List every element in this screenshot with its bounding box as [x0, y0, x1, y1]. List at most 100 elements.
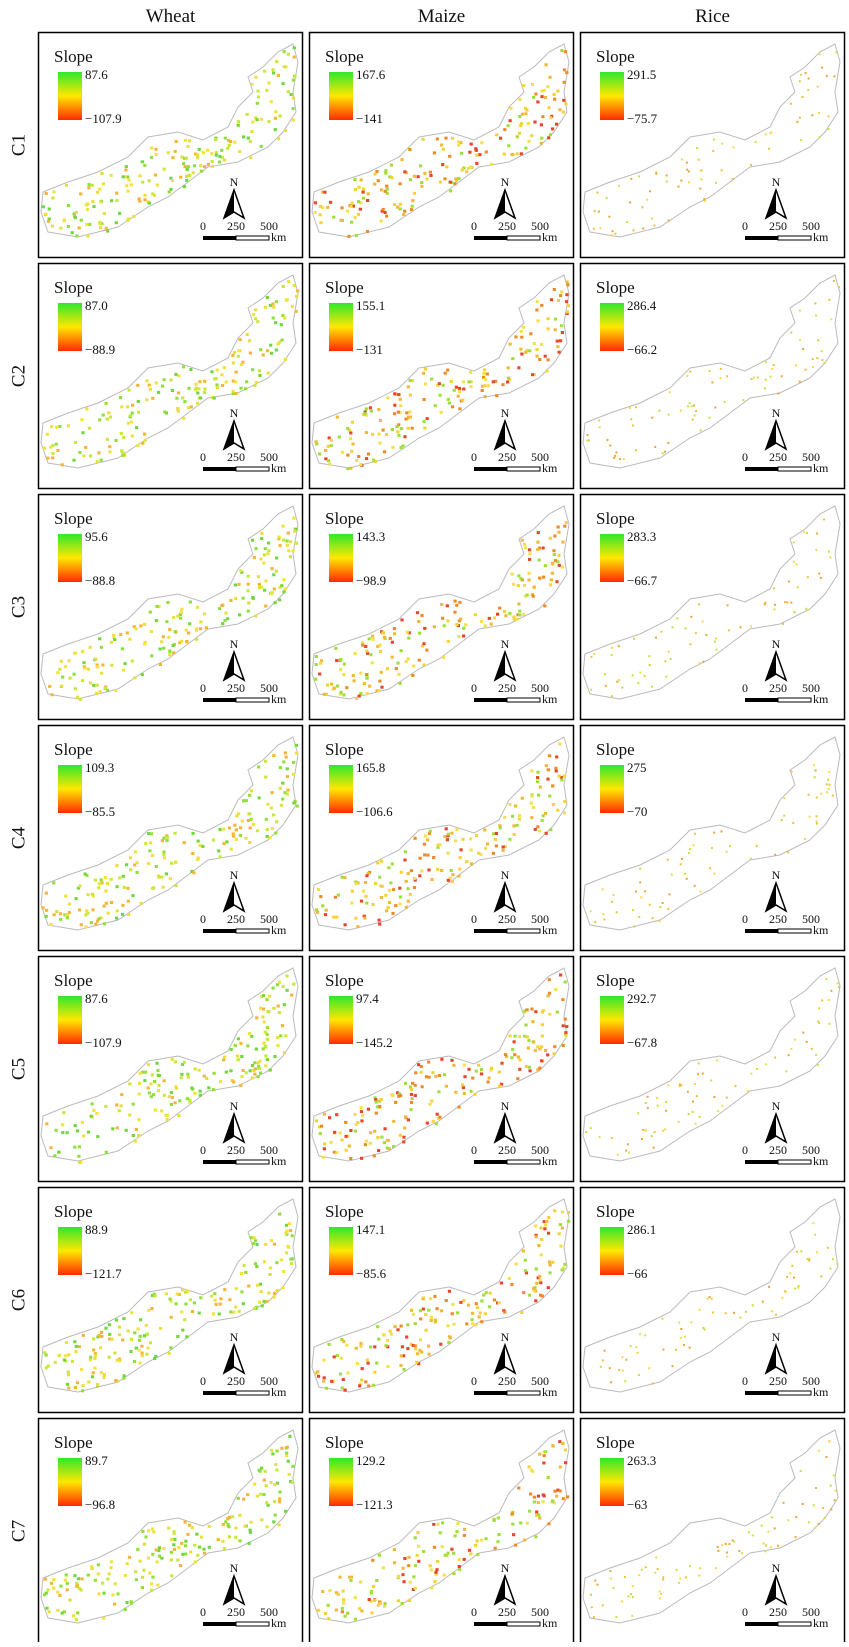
crop-cell [252, 1069, 256, 1073]
crop-cell [454, 1090, 458, 1094]
crop-cell [240, 1055, 244, 1058]
crop-cell [671, 626, 674, 629]
crop-cell [88, 222, 92, 226]
crop-cell [122, 1317, 126, 1321]
crop-cell [614, 232, 617, 235]
crop-cell [523, 1034, 527, 1038]
crop-cell [248, 351, 252, 355]
crop-cell [250, 1076, 254, 1080]
crop-cell [462, 1533, 466, 1537]
crop-cell [254, 614, 258, 618]
crop-cell [551, 803, 555, 807]
crop-cell [532, 373, 537, 377]
crop-cell [135, 426, 139, 430]
crop-cell [502, 152, 506, 156]
crop-cell [250, 130, 254, 134]
crop-cell [262, 1299, 266, 1303]
crop-cell [543, 604, 547, 608]
crop-cell [338, 1575, 342, 1579]
crop-cell [821, 66, 824, 69]
crop-cell [346, 467, 350, 471]
crop-cell [406, 872, 410, 876]
crop-cell [753, 376, 756, 379]
crop-cell [246, 574, 250, 578]
crop-cell [611, 695, 614, 698]
crop-cell [769, 1546, 772, 1549]
crop-cell [680, 1084, 683, 1087]
scale-label: 250 [769, 219, 787, 233]
crop-cell [558, 1465, 562, 1469]
crop-cell [339, 218, 343, 222]
crop-cell [456, 1311, 460, 1315]
scale-unit: km [271, 923, 287, 937]
crop-cell [147, 383, 151, 387]
crop-cell [534, 1535, 538, 1539]
crop-cell [281, 781, 285, 785]
crop-cell [72, 458, 76, 462]
crop-cell [530, 134, 534, 138]
crop-cell [537, 546, 541, 550]
crop-cell [366, 452, 371, 456]
crop-cell [354, 880, 358, 884]
crop-cell [342, 1339, 346, 1343]
crop-cell [535, 348, 539, 352]
legend-ramp [329, 765, 353, 813]
crop-cell [694, 832, 696, 835]
crop-cell [238, 613, 242, 617]
crop-cell [370, 661, 374, 665]
crop-cell [259, 1492, 263, 1496]
crop-cell [674, 1348, 677, 1351]
crop-cell [656, 1568, 659, 1570]
crop-cell [519, 152, 523, 156]
crop-cell [152, 193, 157, 197]
crop-cell [253, 1067, 257, 1071]
crop-cell [705, 633, 708, 636]
crop-cell [234, 1287, 238, 1291]
crop-cell [378, 643, 382, 647]
crop-cell [137, 1133, 141, 1137]
crop-cell [662, 1348, 665, 1351]
crop-cell [265, 1032, 269, 1036]
crop-cell [655, 636, 657, 639]
crop-cell [74, 1618, 78, 1622]
crop-cell [376, 1603, 380, 1607]
crop-cell [161, 885, 165, 889]
crop-cell [54, 1128, 58, 1132]
crop-cell [470, 1311, 475, 1315]
crop-cell [408, 415, 413, 419]
crop-cell [540, 818, 544, 822]
crop-cell [811, 114, 814, 117]
scale-label: 250 [769, 681, 787, 695]
crop-cell [100, 222, 104, 226]
crop-cell [461, 1086, 465, 1090]
crop-cell [555, 1010, 559, 1014]
crop-cell [680, 179, 683, 182]
crop-cell [529, 801, 533, 805]
crop-cell [75, 1129, 80, 1133]
crop-cell [669, 658, 672, 660]
crop-cell [95, 683, 99, 687]
crop-cell [560, 1226, 564, 1230]
crop-cell [246, 1493, 250, 1497]
crop-cell [475, 161, 479, 165]
crop-cell [272, 1520, 276, 1524]
crop-cell [454, 385, 458, 389]
crop-cell [374, 882, 378, 885]
crop-cell [526, 122, 530, 125]
crop-cell [353, 652, 357, 655]
crop-cell [167, 1095, 171, 1098]
crop-cell [286, 531, 290, 535]
crop-cell [275, 556, 279, 560]
crop-cell [610, 234, 613, 237]
crop-cell [637, 1374, 640, 1376]
crop-cell [170, 179, 174, 183]
crop-cell [667, 441, 670, 444]
column-header: Rice [695, 6, 730, 27]
crop-cell [267, 541, 271, 545]
crop-cell [787, 851, 790, 854]
crop-cell [814, 1526, 817, 1529]
crop-cell [560, 49, 564, 52]
crop-cell [389, 1332, 394, 1336]
